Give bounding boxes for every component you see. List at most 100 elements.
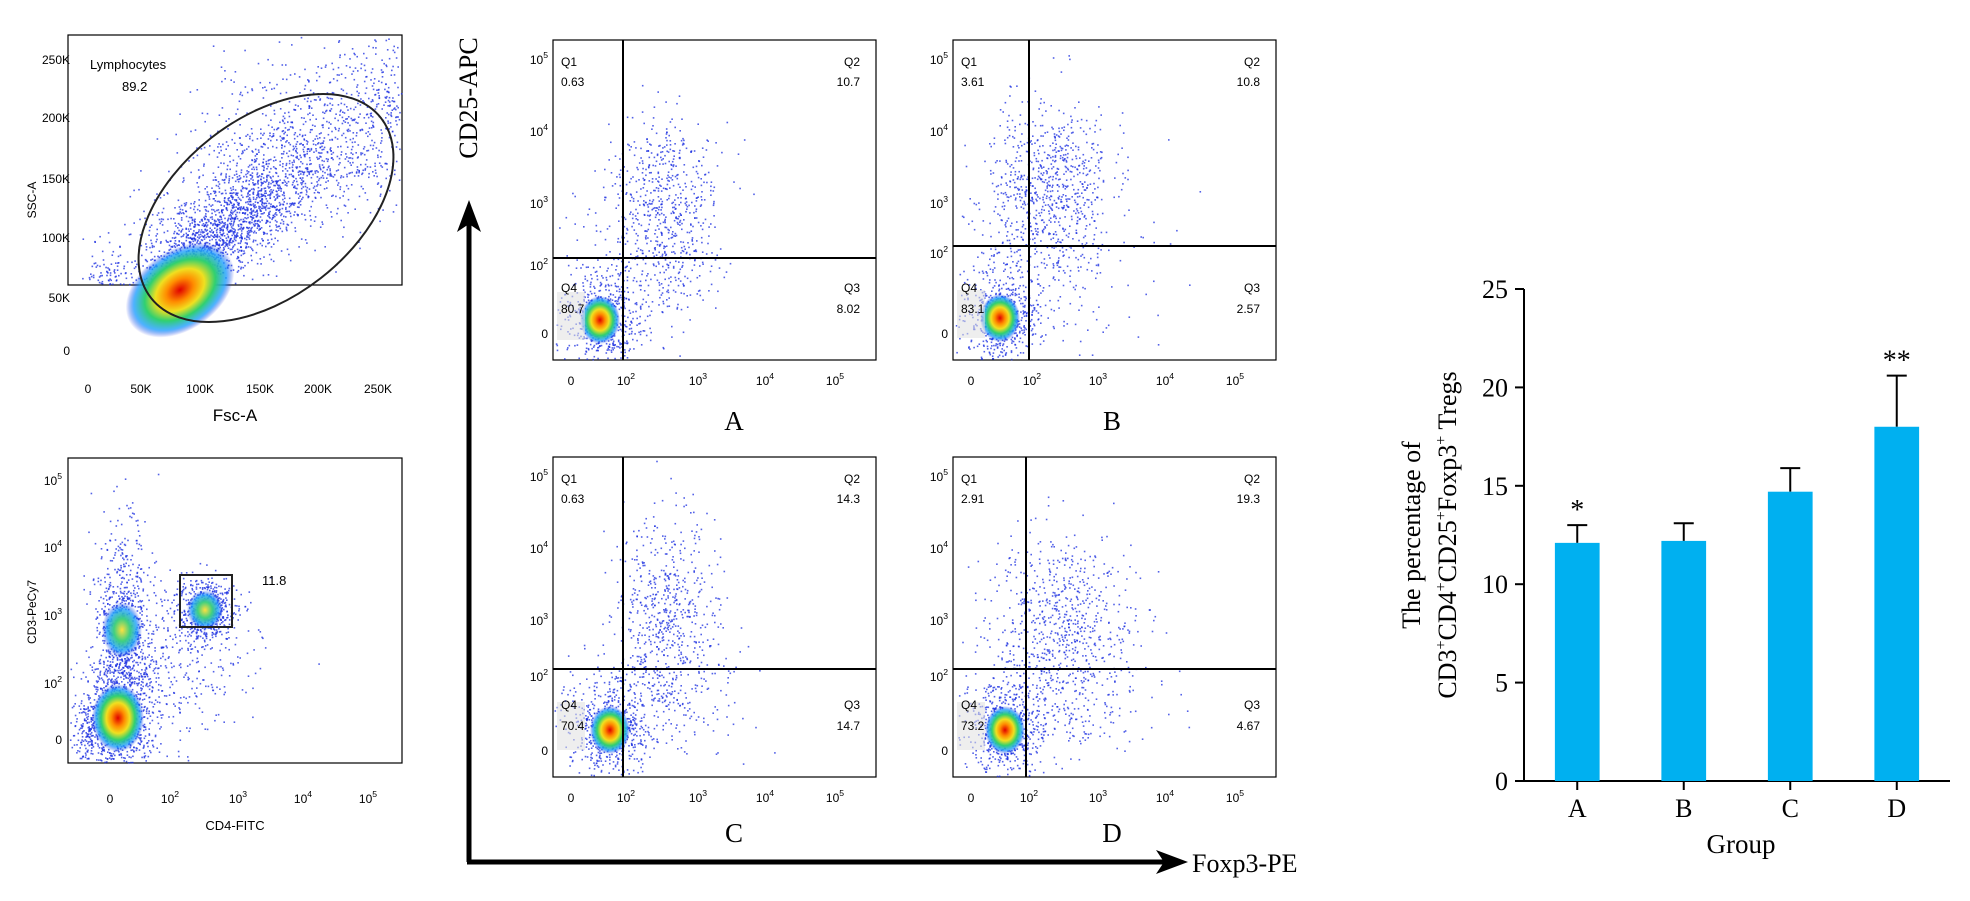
scatter-dot <box>235 193 237 196</box>
scatter-dot <box>366 113 369 115</box>
scatter-dot <box>142 678 144 681</box>
scatter-dot <box>207 586 209 589</box>
scatter-dot <box>257 191 259 194</box>
scatter-dot <box>234 282 237 285</box>
scatter-dot <box>76 662 78 665</box>
scatter-dot <box>226 591 229 593</box>
scatter-dot <box>86 718 89 720</box>
scatter-dot <box>377 92 380 94</box>
scatter-dot <box>125 672 128 674</box>
scatter-dot <box>158 751 161 753</box>
scatter-dot <box>349 172 352 174</box>
scatter-dot <box>277 185 280 187</box>
scatter-dot <box>323 104 326 107</box>
scatter-dot <box>295 145 297 148</box>
scatter-dot <box>268 181 270 184</box>
scatter-dot <box>100 654 103 657</box>
scatter-dot <box>263 212 265 214</box>
scatter-dot <box>326 96 329 99</box>
scatter-dot <box>330 211 332 213</box>
scatter-dot <box>352 161 354 164</box>
scatter-dot <box>305 140 308 142</box>
scatter-dot <box>262 161 264 164</box>
scatter-dot <box>205 236 207 239</box>
scatter-dot <box>184 623 186 625</box>
scatter-dot <box>294 185 296 187</box>
scatter-dot <box>274 198 277 200</box>
scatter-dot <box>188 591 191 594</box>
scatter-dot <box>233 204 235 206</box>
scatter-dot <box>95 608 97 610</box>
scatter-dot <box>161 690 163 692</box>
scatter-dot <box>285 91 288 94</box>
scatter-dot <box>252 209 255 212</box>
scatter-dot <box>135 539 138 542</box>
scatter-dot <box>326 187 328 189</box>
scatter-dot <box>299 195 301 197</box>
scatter-dot <box>260 207 263 210</box>
scatter-dot <box>89 591 92 593</box>
scatter-dot <box>315 150 318 152</box>
scatter-dot <box>307 196 309 199</box>
scatter-dot <box>155 614 157 617</box>
scatter-dot <box>267 215 269 217</box>
scatter-dot <box>196 637 199 640</box>
scatter-dot <box>259 242 262 245</box>
scatter-dot <box>399 111 401 114</box>
scatter-dot <box>227 235 230 238</box>
scatter-dot <box>123 558 125 561</box>
scatter-dot <box>202 637 204 639</box>
scatter-dot <box>205 210 208 212</box>
scatter-dot <box>221 243 224 246</box>
scatter-dot <box>160 241 162 243</box>
scatter-dot <box>226 203 229 206</box>
scatter-dot <box>145 694 148 697</box>
scatter-dot <box>248 183 250 186</box>
scatter-dot <box>260 137 262 139</box>
scatter-dot <box>212 224 214 227</box>
scatter-dot <box>158 696 160 698</box>
scatter-dot <box>146 742 148 745</box>
scatter-dot <box>307 97 309 100</box>
scatter-dot <box>303 150 305 153</box>
scatter-dot <box>193 219 196 222</box>
scatter-dot <box>80 678 83 680</box>
scatter-dot <box>328 121 330 124</box>
scatter-dot <box>252 198 255 200</box>
scatter-dot <box>337 119 339 122</box>
scatter-dot <box>140 689 143 692</box>
scatter-dot <box>123 577 125 580</box>
scatter-dot <box>319 146 322 149</box>
scatter-dot <box>151 701 153 704</box>
scatter-dot <box>241 236 243 239</box>
scatter-dot <box>250 211 253 214</box>
scatter-dot <box>338 41 340 43</box>
scatter-dot <box>368 45 370 48</box>
scatter-dot <box>285 208 287 210</box>
scatter-dot <box>147 745 149 748</box>
scatter-dot <box>109 576 111 579</box>
scatter-dot <box>140 687 142 689</box>
scatter-dot <box>125 574 128 576</box>
scatter-dot <box>370 79 372 81</box>
scatter-dot <box>220 66 223 68</box>
scatter-dot <box>357 175 360 177</box>
scatter-dot <box>265 221 268 224</box>
scatter-dot <box>351 157 354 160</box>
scatter-dot <box>376 175 378 178</box>
scatter-dot <box>157 667 159 670</box>
scatter-dot <box>147 755 150 758</box>
scatter-dot <box>179 208 182 211</box>
scatter-dot <box>263 154 265 156</box>
scatter-dot <box>287 111 290 114</box>
scatter-dot <box>283 145 286 148</box>
scatter-dot <box>228 239 231 242</box>
scatter-dot <box>214 719 216 722</box>
scatter-dot <box>136 580 138 583</box>
scatter-dot <box>323 112 326 114</box>
scatter-dot <box>363 64 366 67</box>
scatter-dot <box>188 160 190 162</box>
scatter-dot <box>306 174 308 177</box>
scatter-dot <box>129 685 132 688</box>
scatter-dot <box>296 206 299 208</box>
